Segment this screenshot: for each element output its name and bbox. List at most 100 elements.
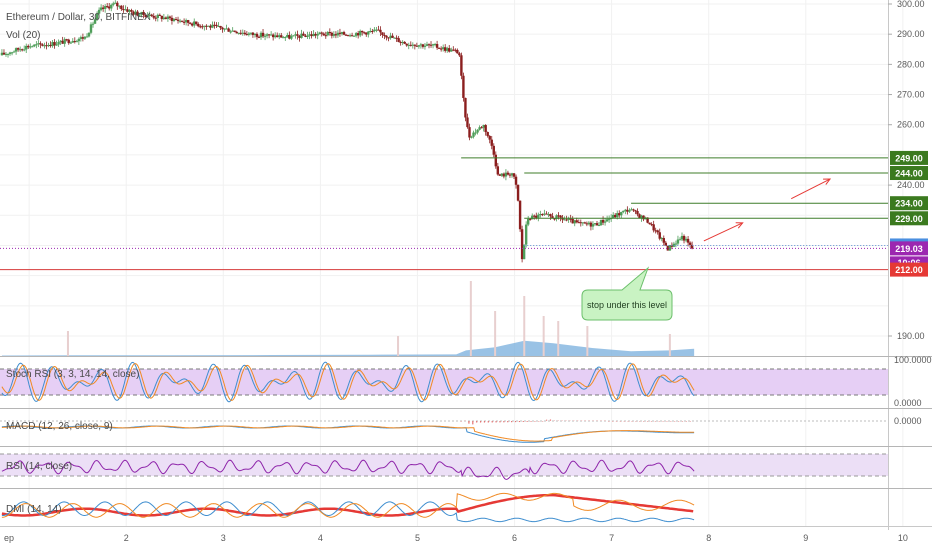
macd-bar	[468, 421, 470, 424]
candle-body	[148, 14, 151, 16]
macd-bar	[542, 421, 544, 422]
candle-body	[496, 166, 500, 175]
candle-body	[320, 32, 323, 34]
time-tick-label: 10	[898, 533, 908, 543]
candle-body	[618, 213, 621, 216]
candle-body	[142, 11, 145, 16]
candle-body	[156, 14, 159, 19]
candle-body	[365, 32, 368, 35]
candle-body	[23, 49, 26, 51]
candle-body	[492, 145, 495, 155]
macd-bar	[639, 421, 641, 422]
target-arrow	[791, 178, 831, 200]
stoch-rsi-pane[interactable]: Stoch RSI (3, 3, 14, 14, close) 100.0000…	[0, 355, 932, 408]
candle-body	[389, 35, 392, 39]
candle-body	[12, 51, 16, 53]
candle-body	[227, 28, 230, 32]
macd-bar	[526, 421, 528, 422]
macd-bar	[530, 421, 532, 422]
time-tick-label: 9	[803, 533, 808, 543]
time-tick-label: 3	[221, 533, 226, 543]
candle-body	[662, 238, 665, 243]
macd-bar	[491, 421, 493, 423]
candle-body	[87, 32, 91, 37]
candle-body	[409, 44, 412, 46]
candle-body	[330, 32, 334, 36]
rsi-pane[interactable]: RSI (14, close)	[0, 446, 932, 480]
price-tag-249.00: 249.00	[895, 153, 923, 163]
volume-ma-area	[1, 340, 695, 356]
macd-bar	[588, 420, 590, 421]
candle-body	[263, 35, 267, 37]
price-tags: 249.00244.00234.00229.00220.00219.0310:0…	[890, 150, 928, 277]
candle-body	[249, 32, 253, 34]
candle-body	[138, 14, 141, 16]
candle-body	[53, 42, 56, 46]
candle-body	[176, 19, 180, 21]
macd-bar	[650, 421, 653, 422]
price-tick-label: 240.00	[897, 180, 925, 190]
candle-body	[174, 19, 178, 21]
candle-body	[195, 21, 198, 25]
candle-body	[243, 32, 247, 34]
candle-body	[401, 41, 404, 43]
candle-body	[63, 39, 66, 44]
candle-body	[276, 35, 279, 38]
candle-body	[215, 24, 218, 26]
candle-body	[126, 9, 129, 12]
price-tag-box	[890, 150, 928, 165]
candle-body	[559, 215, 562, 218]
candle-body	[306, 35, 309, 37]
candle-body	[290, 36, 293, 39]
macd-bar	[596, 420, 598, 421]
candle-body	[14, 48, 18, 52]
macd-bar	[483, 421, 486, 423]
candle-body	[520, 229, 524, 260]
macd-bar	[666, 421, 668, 422]
candle-body	[211, 24, 214, 28]
stoch-label: Stoch RSI (3, 3, 14, 14, close)	[6, 369, 139, 380]
candle-body	[599, 219, 603, 226]
candle-body	[504, 172, 508, 177]
candle-body	[648, 222, 651, 225]
candle-body	[207, 25, 210, 27]
candle-body	[589, 222, 593, 227]
candle-body	[500, 173, 504, 176]
time-axis[interactable]: ep 2 3 4 5 6 7 8 9 10	[4, 533, 908, 543]
macd-bar	[646, 421, 649, 422]
macd-pane[interactable]: MACD (12, 26, close, 9) 0.0000	[0, 408, 932, 443]
candle-body	[494, 154, 497, 167]
candle-body	[411, 44, 415, 46]
candle-body	[282, 37, 285, 39]
candle-body	[144, 15, 147, 18]
candle-body	[664, 242, 668, 246]
candle-body	[61, 40, 64, 44]
candle-body	[45, 45, 48, 47]
candle-body	[8, 52, 12, 54]
candle-body	[286, 34, 289, 38]
price-axis[interactable]: 300.00 290.00 280.00 270.00 260.00 240.00 190.…	[888, 0, 925, 341]
candle-body	[518, 200, 522, 230]
macd-bar	[643, 421, 645, 422]
candle-body	[607, 218, 611, 220]
candle-body	[375, 29, 378, 31]
macd-bar	[577, 420, 579, 421]
candle-body	[6, 53, 10, 55]
candle-body	[247, 33, 251, 35]
dmi-pane[interactable]: DMI (14, 14)	[0, 488, 932, 523]
candle-body	[486, 132, 489, 136]
candle-body	[95, 13, 99, 20]
candle-body	[591, 224, 595, 227]
candle-body	[470, 136, 473, 138]
candle-body	[110, 4, 113, 9]
candle-body	[537, 214, 540, 218]
stop-note[interactable]: stop under this level	[581, 266, 673, 321]
candle-body	[304, 35, 307, 37]
candle-body	[356, 33, 360, 36]
candle-body	[632, 209, 635, 211]
candle-body	[324, 35, 327, 37]
candle-body	[73, 41, 77, 43]
arrow-head	[823, 178, 832, 185]
candle-body	[547, 214, 550, 216]
